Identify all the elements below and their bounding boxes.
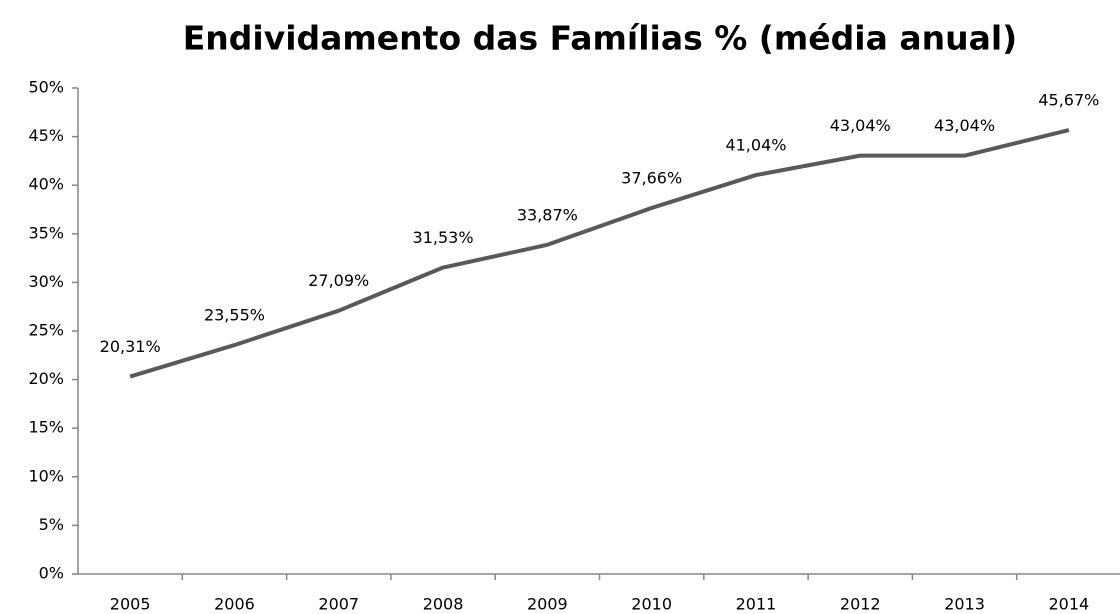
x-tick-label: 2008 bbox=[423, 595, 464, 614]
data-label: 43,04% bbox=[934, 116, 995, 135]
x-tick-label: 2009 bbox=[527, 595, 568, 614]
chart-title: Endividamento das Famílias % (média anua… bbox=[183, 19, 1018, 58]
x-tick-label: 2011 bbox=[736, 595, 777, 614]
x-tick-label: 2005 bbox=[110, 595, 151, 614]
x-tick-label: 2012 bbox=[840, 595, 881, 614]
y-tick-label: 25% bbox=[28, 321, 64, 340]
y-tick-label: 15% bbox=[28, 418, 64, 437]
data-label: 27,09% bbox=[308, 271, 369, 290]
data-label: 33,87% bbox=[517, 205, 578, 224]
y-tick-label: 10% bbox=[28, 466, 64, 485]
x-tick-label: 2014 bbox=[1048, 595, 1089, 614]
data-label: 37,66% bbox=[621, 168, 682, 187]
data-line bbox=[129, 128, 1070, 379]
data-label: 43,04% bbox=[830, 116, 891, 135]
x-tick-label: 2007 bbox=[318, 595, 359, 614]
y-tick-label: 20% bbox=[28, 369, 64, 388]
y-tick-label: 50% bbox=[28, 78, 64, 97]
data-label: 31,53% bbox=[413, 228, 474, 247]
y-tick-label: 35% bbox=[28, 223, 64, 242]
x-tick-label: 2006 bbox=[214, 595, 255, 614]
y-tick-label: 45% bbox=[28, 126, 64, 145]
data-label: 41,04% bbox=[725, 136, 786, 155]
data-label: 20,31% bbox=[100, 337, 161, 356]
y-tick-label: 30% bbox=[28, 272, 64, 291]
y-tick-label: 5% bbox=[39, 515, 64, 534]
x-tick-label: 2013 bbox=[944, 595, 985, 614]
data-label: 45,67% bbox=[1038, 91, 1099, 110]
y-tick-label: 40% bbox=[28, 175, 64, 194]
x-tick-label: 2010 bbox=[631, 595, 672, 614]
y-tick-label: 0% bbox=[39, 564, 64, 583]
data-label: 23,55% bbox=[204, 306, 265, 325]
